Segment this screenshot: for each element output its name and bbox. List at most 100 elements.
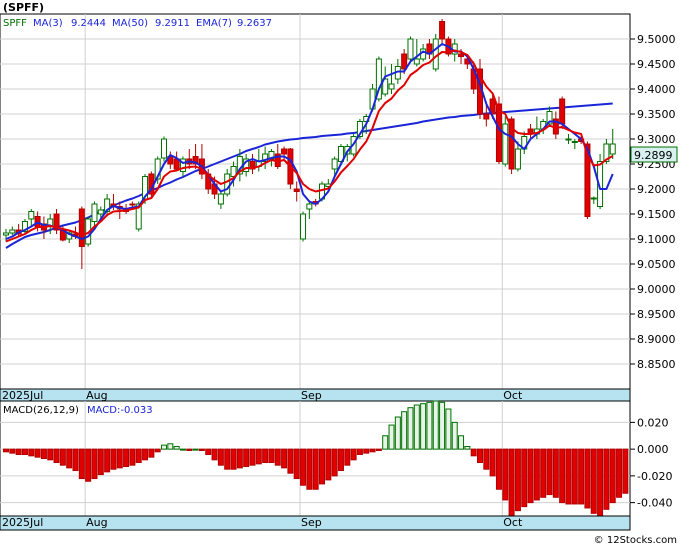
candle-body <box>78 208 85 247</box>
macd-date-axis-bar <box>0 515 631 531</box>
macd-bar <box>609 448 616 504</box>
candle-body <box>439 21 446 40</box>
macd-bar <box>388 424 395 450</box>
macd-bar <box>224 448 231 470</box>
symbol-title: (SPFF) <box>3 1 44 14</box>
macd-bar <box>236 448 243 469</box>
candle-body <box>559 98 566 125</box>
price-x-tick-label: Oct <box>503 389 523 402</box>
candle-body <box>597 161 604 207</box>
macd-bar <box>477 448 483 464</box>
macd-bar <box>426 401 433 450</box>
legend-ma3-label: MA(3) <box>33 18 63 29</box>
last-price-tag-bg <box>630 146 678 163</box>
macd-bar <box>47 448 54 461</box>
price-y-tick-label: 9.0000 <box>637 283 676 296</box>
macd-bar <box>230 448 237 470</box>
candle-body <box>382 78 389 95</box>
macd-bar <box>142 448 149 461</box>
macd-bar <box>186 448 193 451</box>
candle-body <box>91 203 98 222</box>
macd-bar <box>616 448 623 498</box>
price-y-tick-label: 8.9000 <box>637 333 676 346</box>
macd-bar <box>363 448 370 454</box>
macd-bar <box>192 448 199 451</box>
candle-body <box>154 158 161 180</box>
macd-bar <box>407 407 414 450</box>
macd-bar <box>464 445 471 450</box>
macd-bar <box>72 448 79 472</box>
price-y-tick-label: 9.3000 <box>637 133 676 146</box>
macd-bar <box>622 448 629 494</box>
macd-bar <box>483 448 490 470</box>
macd-bar <box>325 448 332 481</box>
candle-body <box>97 209 104 215</box>
macd-bar <box>597 448 604 517</box>
macd-bar <box>489 448 496 477</box>
legend-ticker: SPFF <box>3 18 27 29</box>
candle-body <box>28 211 35 220</box>
candle-body <box>135 203 142 230</box>
candle-body <box>458 53 465 57</box>
candle-body <box>262 153 269 162</box>
macd-bar <box>533 448 540 501</box>
candle-body <box>401 53 408 70</box>
price-y-tick-label: 8.8500 <box>637 358 676 371</box>
macd-bar <box>85 448 92 482</box>
macd-bar <box>502 448 509 501</box>
macd-bar <box>565 448 572 505</box>
macd-bar <box>135 448 142 464</box>
candle-body <box>300 213 307 240</box>
macd-bar <box>129 448 136 466</box>
macd-bar <box>413 404 420 450</box>
macd-bar <box>375 448 382 451</box>
macd-bar <box>521 448 528 508</box>
macd-bar <box>167 443 174 450</box>
macd-bar <box>540 448 547 498</box>
macd-bar <box>243 448 250 468</box>
macd-bar <box>59 448 66 466</box>
macd-bar <box>603 448 610 510</box>
macd-bar <box>445 408 452 450</box>
macd-bar <box>382 435 389 450</box>
macd-bar <box>78 448 85 480</box>
macd-label: MACD(26,12,9) <box>3 405 79 416</box>
candle-body <box>407 38 414 60</box>
price-y-tick-label: 9.3500 <box>637 108 676 121</box>
macd-bar <box>578 448 585 505</box>
ma3-line-group <box>5 43 614 240</box>
macd-bar <box>91 448 98 480</box>
macd-bar <box>3 448 9 453</box>
candle-body <box>129 203 136 206</box>
candle-body <box>502 123 509 165</box>
macd-bar <box>179 448 186 451</box>
macd-bar <box>584 448 591 509</box>
macd-bar <box>211 448 218 461</box>
candle-body <box>3 232 9 236</box>
macd-bar <box>527 448 534 504</box>
macd-bar <box>53 448 60 464</box>
macd-bar <box>514 448 521 512</box>
macd-bar <box>287 448 294 474</box>
macd-bar <box>508 448 515 517</box>
ema7-line-group <box>5 49 614 243</box>
macd-bar <box>66 448 73 469</box>
candle-body <box>388 83 395 90</box>
macd-x-axis: 2025Jul Aug Sep Oct <box>2 516 523 529</box>
macd-bar <box>470 448 477 457</box>
macd-bar <box>319 448 325 485</box>
macd-bar <box>40 448 47 459</box>
candle-body <box>224 173 231 195</box>
legend-ema7-label: EMA(7) <box>196 18 232 29</box>
macd-y-tick-label: 0.000 <box>637 443 669 456</box>
macd-x-tick-label: Sep <box>301 516 322 529</box>
macd-x-tick-label: 2025Jul <box>2 516 43 529</box>
price-y-tick-label: 9.0500 <box>637 258 676 271</box>
legend-ma50-value: 9.2911 <box>155 18 190 29</box>
candle-body <box>514 148 521 170</box>
macd-bar <box>439 401 446 450</box>
candles-group <box>3 19 616 269</box>
macd-bar <box>255 448 262 465</box>
macd-bar <box>205 448 212 455</box>
macd-bar <box>312 448 319 490</box>
